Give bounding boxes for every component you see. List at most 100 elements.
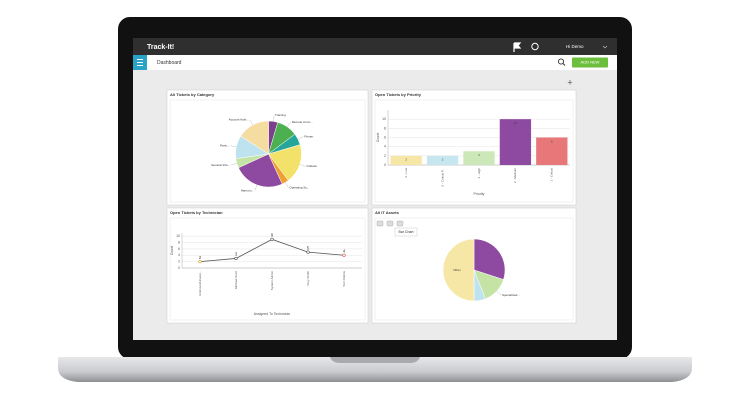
pie-label: Harmon... [241, 188, 254, 192]
chart-type-pie[interactable] [376, 220, 384, 227]
y-tick-label: 8 [384, 126, 386, 130]
bar-value-label: 2 [442, 158, 444, 162]
pie-slice [240, 120, 269, 155]
line-point [306, 250, 310, 254]
bar-value-label: 2 [405, 158, 407, 162]
brand: Track-It! [147, 44, 174, 51]
y-tick-label: 0 [178, 266, 180, 270]
pie-label: Operating Sy... [289, 185, 309, 189]
pie-label: Other [453, 268, 461, 272]
widget-title: All IT Assets [375, 210, 400, 215]
y-tick-label: 2 [384, 154, 386, 158]
x-tick-label: System Admin [270, 271, 274, 291]
bar [463, 151, 495, 165]
pie-slice [442, 238, 475, 302]
x-tick-label: Tony Smith [306, 271, 310, 286]
line-point [270, 237, 274, 241]
y-tick-label: 4 [178, 253, 180, 257]
chart-area [374, 99, 574, 203]
chart-area [169, 217, 366, 321]
bar [426, 155, 459, 165]
bar [536, 137, 568, 165]
search-handle [562, 63, 566, 66]
page-title: Dashboard [157, 60, 182, 66]
pie-label: Paris... [220, 144, 230, 148]
y-axis-title: Count [376, 133, 380, 142]
point-label: 2 [199, 255, 202, 260]
point-label: 9 [271, 233, 274, 238]
tooltip [394, 227, 418, 237]
pie-leader [231, 163, 237, 166]
x-axis-title: Priority [474, 192, 485, 196]
x-axis-title: Assigned To Technician [254, 312, 291, 316]
user-menu[interactable]: Hi Demo [566, 44, 584, 49]
point-label: 5 [307, 245, 310, 250]
pie-label: Account Auth... [229, 118, 249, 122]
y-axis-title: Count [170, 246, 174, 255]
bar [499, 119, 532, 165]
pie-leader [254, 184, 258, 191]
add-new-label: ADD NEW [581, 60, 600, 65]
x-tick-label: Unknown/Unassi... [198, 271, 202, 296]
widgets: All Tickets by Category Training Remote Co… [166, 89, 577, 324]
x-tick-label: 4 - Low [404, 167, 408, 178]
bar-value-label: 10 [514, 121, 518, 125]
pie-leader [230, 145, 237, 148]
line-point [198, 260, 202, 264]
widget-title: Open Tickets by Priority [375, 92, 422, 97]
pie-leader [496, 291, 502, 296]
tooltip-text: Bar Chart [399, 230, 414, 234]
add-new-button[interactable] [572, 57, 608, 68]
x-tick-label: Michael Scott [234, 271, 238, 289]
notch [330, 357, 420, 363]
bar [390, 155, 422, 165]
line-point [342, 253, 346, 257]
chart-type-bar[interactable] [396, 220, 404, 227]
pie-leader [273, 115, 275, 122]
x-tick-label: 3 - High [477, 168, 481, 179]
pie-label: Remote Conn... [292, 120, 313, 124]
x-tick-label: 2 - Medium [513, 168, 517, 184]
pie-label: General Info... [211, 163, 230, 167]
chart-type-line[interactable] [386, 220, 394, 227]
pie-slice [473, 238, 506, 280]
pie-leader [285, 182, 289, 188]
top-bar [133, 38, 617, 55]
bar-value-label: 3 [478, 153, 480, 157]
y-tick-label: 6 [384, 135, 386, 139]
laptop-base [58, 357, 692, 382]
pie-slice [238, 153, 283, 188]
x-tick-label: Tom Robins [342, 271, 346, 287]
flag-icon[interactable] [513, 42, 522, 52]
chart-area [374, 217, 574, 321]
add-widget[interactable]: + [567, 77, 572, 87]
y-tick-label: 2 [178, 260, 180, 264]
y-tick-label: 10 [382, 117, 386, 121]
search-icon[interactable] [557, 58, 565, 65]
pie-leader [297, 136, 304, 140]
pie-leader [287, 121, 291, 127]
y-tick-label: 8 [178, 240, 180, 244]
pie-leader [299, 164, 306, 167]
pie-label: Printer [304, 134, 313, 138]
user-caret [602, 45, 608, 49]
help-icon[interactable] [531, 42, 539, 51]
pie-label: Outlook [307, 164, 318, 168]
pie-label: Specialized... [502, 293, 520, 297]
y-tick-label: 0 [384, 163, 386, 167]
toolbar [133, 55, 617, 70]
bar-value-label: 6 [551, 139, 553, 143]
widget-title: Open Tickets by Technician [170, 210, 223, 215]
widget-title: All Tickets by Category [170, 92, 215, 97]
widget-panel [166, 207, 369, 324]
point-label: 3 [235, 252, 238, 257]
y-tick-label: 10 [176, 234, 180, 238]
menu-icon [137, 59, 143, 66]
x-tick-label: 1 - Critical [550, 168, 554, 182]
chart-area [169, 99, 366, 203]
line-point [234, 256, 238, 261]
point-label: 4 [343, 248, 346, 253]
pie-leader [249, 119, 253, 126]
